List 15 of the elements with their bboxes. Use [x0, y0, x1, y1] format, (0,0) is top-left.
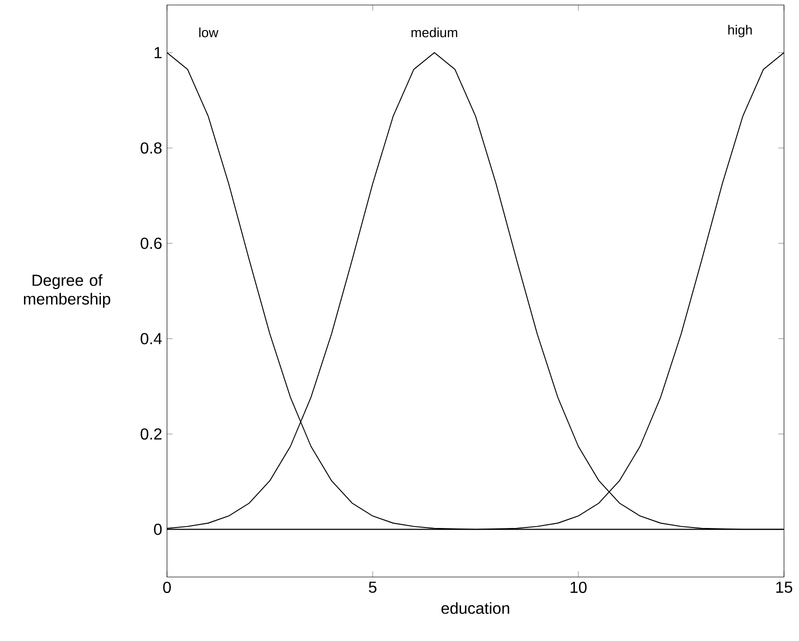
- x-tick-label: 15: [776, 582, 792, 593]
- y-tick-label: 0: [154, 524, 162, 535]
- x-axis-title: education: [441, 602, 510, 614]
- y-tick-label: 1: [154, 47, 162, 58]
- y-tick-label: 0.2: [140, 428, 162, 440]
- x-tick-label: 0: [163, 582, 171, 594]
- y-tick-label: 0.4: [140, 332, 162, 344]
- text: high: [728, 24, 752, 38]
- x-tick-label: 10: [570, 582, 587, 594]
- series-label: medium: [412, 27, 458, 38]
- x-tick-label: 5: [368, 582, 376, 593]
- y-tick-label: 0.6: [140, 238, 162, 249]
- y-tick-label: 0.8: [140, 142, 162, 154]
- text: low: [199, 27, 218, 38]
- y-axis-title: Degree of membership: [24, 274, 110, 308]
